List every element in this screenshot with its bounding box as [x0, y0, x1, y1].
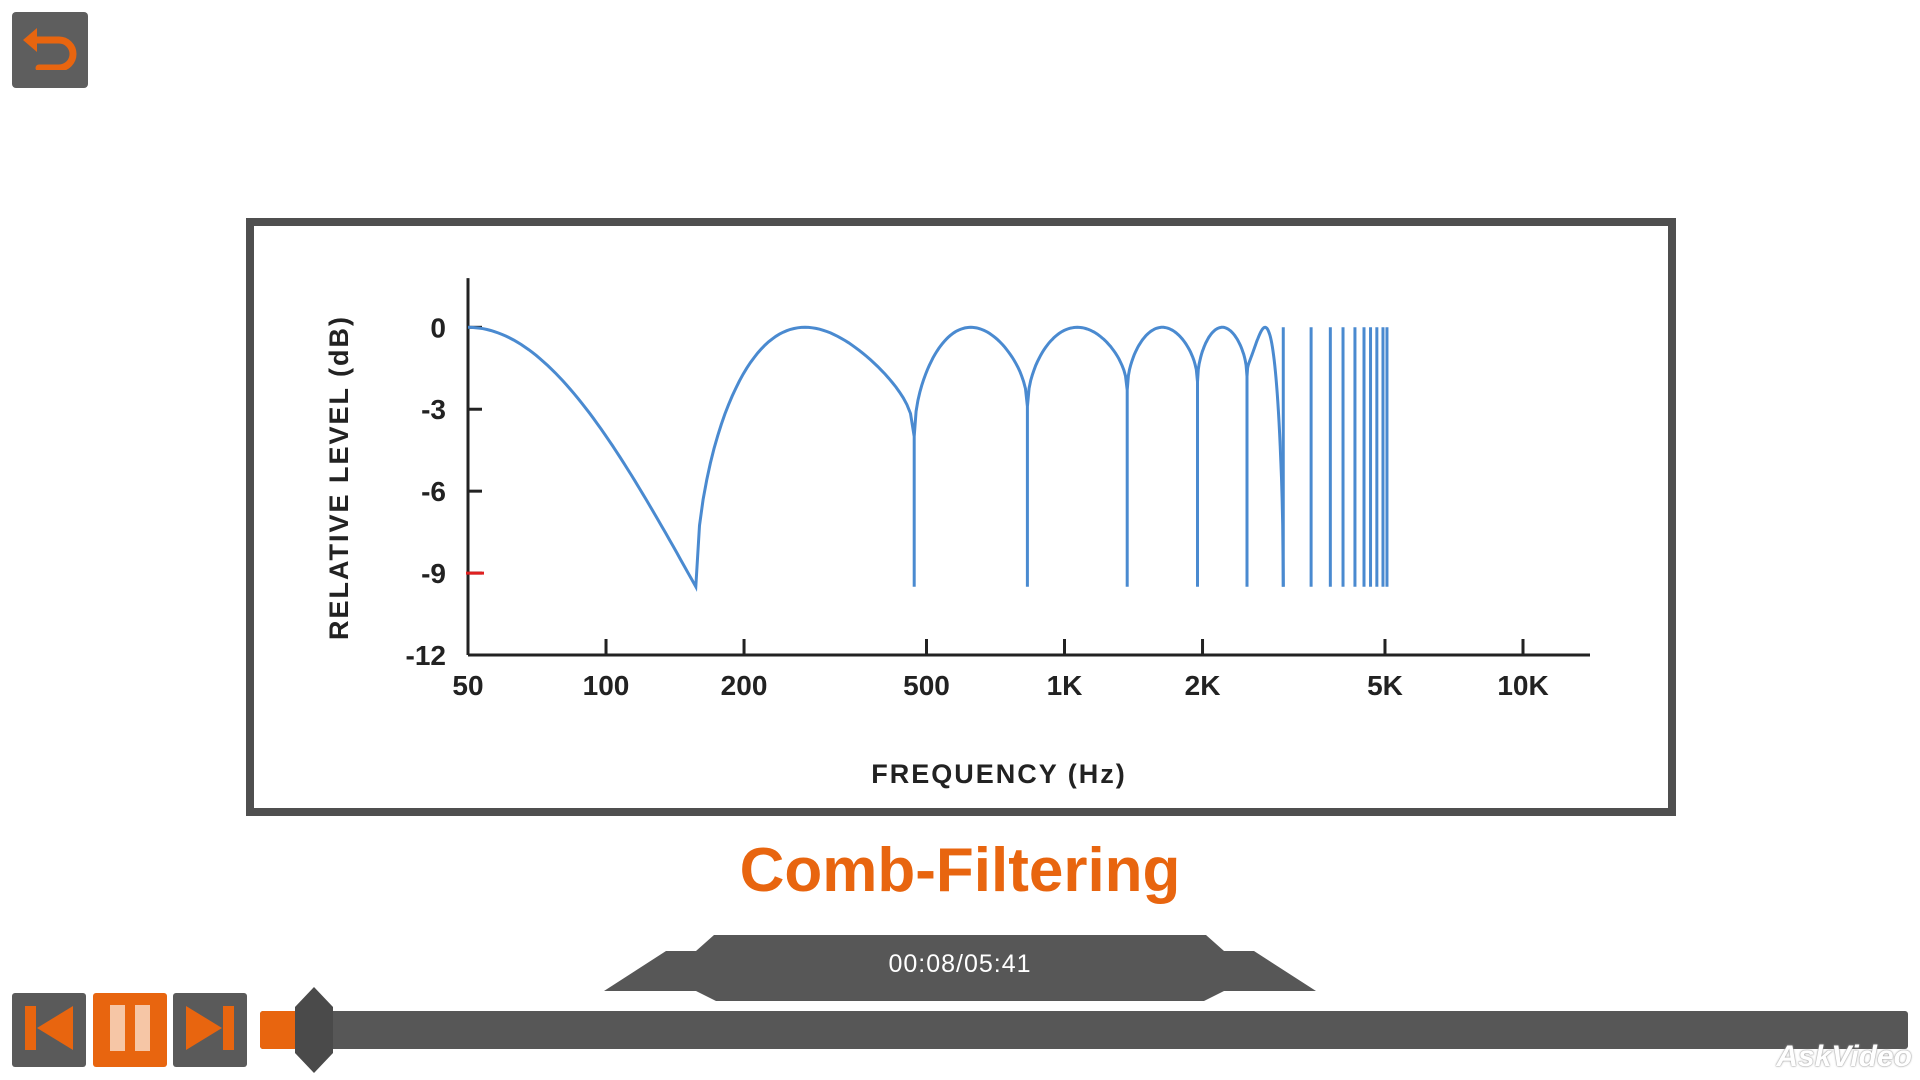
time-display-panel [604, 935, 1316, 1001]
pause-button[interactable] [93, 993, 167, 1067]
undo-arrow-icon [21, 26, 79, 75]
skip-back-icon [21, 1002, 77, 1059]
x-tick-label: 10K [1497, 670, 1548, 701]
x-tick-label: 200 [721, 670, 768, 701]
y-tick-label: -9 [421, 558, 446, 589]
seek-thumb[interactable] [291, 985, 337, 1075]
x-tick-label: 1K [1047, 670, 1083, 701]
time-display: 00:08/05:41 [888, 950, 1032, 978]
askvideo-watermark: AskVideo [1776, 1040, 1912, 1073]
chart-frame: 0 -3 -6 -9 -12 50 100 200 500 1K 2K 5K 10K FREQUENCY … [246, 218, 1676, 816]
x-tick-label: 5K [1367, 670, 1403, 701]
pause-icon [104, 1002, 156, 1059]
next-button[interactable] [173, 993, 247, 1067]
x-tick-label: 500 [903, 670, 950, 701]
skip-forward-icon [182, 1002, 238, 1059]
y-tick-label: -3 [421, 394, 446, 425]
x-tick-label: 2K [1185, 670, 1221, 701]
x-axis-label: FREQUENCY (Hz) [871, 759, 1127, 789]
y-tick-label: -12 [406, 640, 446, 671]
seek-bar[interactable] [260, 1011, 1908, 1049]
x-tick-label: 50 [452, 670, 483, 701]
comb-filter-series-line [467, 325, 1285, 592]
previous-button[interactable] [12, 993, 86, 1067]
x-tick-label: 100 [583, 670, 630, 701]
back-button[interactable] [12, 12, 88, 88]
y-tick-label: -6 [421, 476, 446, 507]
y-axis-label: RELATIVE LEVEL (dB) [324, 315, 354, 640]
slide-title: Comb-Filtering [739, 836, 1181, 905]
y-tick-label: 0 [430, 312, 446, 343]
